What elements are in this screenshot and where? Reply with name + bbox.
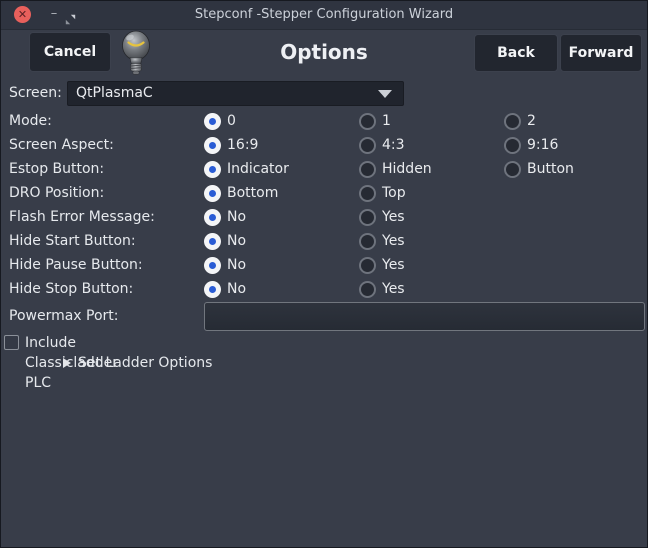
radio-selected-icon[interactable] bbox=[204, 280, 221, 298]
radio-selected-icon[interactable] bbox=[204, 160, 221, 178]
ladder-options-label: Set Ladder Options bbox=[78, 355, 213, 371]
radio-row-label: DRO Position: bbox=[9, 185, 105, 201]
radio-option-label: 2 bbox=[527, 113, 536, 129]
radio-option[interactable]: Top bbox=[359, 181, 406, 205]
radio-row: DRO Position: Bottom Top bbox=[1, 181, 647, 205]
radio-option-label: No bbox=[227, 233, 247, 249]
powermax-port-label: Powermax Port: bbox=[9, 308, 119, 324]
radio-row-label: Screen Aspect: bbox=[9, 137, 114, 153]
radio-selected-icon[interactable] bbox=[204, 232, 221, 250]
radio-selected-icon[interactable] bbox=[204, 256, 221, 274]
radio-row: Hide Start Button: No Yes bbox=[1, 229, 647, 253]
radio-option-label: No bbox=[227, 281, 247, 297]
chevron-down-icon bbox=[378, 90, 392, 98]
radio-unselected-icon[interactable] bbox=[359, 160, 376, 178]
radio-option[interactable]: 0 bbox=[204, 109, 236, 133]
maximize-button[interactable] bbox=[65, 10, 76, 25]
radio-option-label: Button bbox=[527, 161, 574, 177]
ladder-options-expander[interactable]: Set Ladder Options bbox=[63, 353, 212, 373]
radio-option[interactable]: Yes bbox=[359, 277, 405, 301]
radio-row-label: Hide Start Button: bbox=[9, 233, 136, 249]
expander-triangle-icon bbox=[63, 358, 71, 368]
radio-unselected-icon[interactable] bbox=[359, 184, 376, 202]
radio-option[interactable]: Hidden bbox=[359, 157, 432, 181]
radio-option[interactable]: Yes bbox=[359, 205, 405, 229]
radio-option-label: 4:3 bbox=[382, 137, 405, 153]
radio-option-label: No bbox=[227, 209, 247, 225]
radio-unselected-icon[interactable] bbox=[359, 112, 376, 130]
radio-option-label: Yes bbox=[382, 233, 405, 249]
radio-selected-icon[interactable] bbox=[204, 136, 221, 154]
radio-option[interactable]: Button bbox=[504, 157, 574, 181]
radio-row: Estop Button: Indicator Hidden Button bbox=[1, 157, 647, 181]
radio-unselected-icon[interactable] bbox=[359, 136, 376, 154]
radio-option[interactable]: Bottom bbox=[204, 181, 278, 205]
radio-row: Screen Aspect: 16:9 4:3 9:16 bbox=[1, 133, 647, 157]
radio-unselected-icon[interactable] bbox=[359, 208, 376, 226]
radio-option[interactable]: 2 bbox=[504, 109, 536, 133]
radio-option[interactable]: Yes bbox=[359, 253, 405, 277]
radio-unselected-icon[interactable] bbox=[504, 136, 521, 154]
radio-unselected-icon[interactable] bbox=[359, 232, 376, 250]
radio-option-label: 16:9 bbox=[227, 137, 259, 153]
radio-option-label: Yes bbox=[382, 257, 405, 273]
forward-button[interactable]: Forward bbox=[560, 34, 642, 72]
close-button[interactable]: ✕ bbox=[14, 6, 31, 23]
radio-option-label: No bbox=[227, 257, 247, 273]
radio-option-label: 9:16 bbox=[527, 137, 559, 153]
radio-unselected-icon[interactable] bbox=[359, 280, 376, 298]
radio-option[interactable]: 9:16 bbox=[504, 133, 558, 157]
titlebar[interactable]: ✕ – Stepconf -Stepper Configuration Wiza… bbox=[1, 1, 647, 30]
radio-option[interactable]: No bbox=[204, 253, 246, 277]
radio-option-label: Yes bbox=[382, 281, 405, 297]
screen-combobox-value: QtPlasmaC bbox=[76, 85, 153, 101]
radio-option-label: Indicator bbox=[227, 161, 289, 177]
radio-row: Mode: 0 1 2 bbox=[1, 109, 647, 133]
radio-row-label: Estop Button: bbox=[9, 161, 105, 177]
screen-label: Screen: bbox=[9, 85, 62, 101]
radio-option[interactable]: 4:3 bbox=[359, 133, 405, 157]
classicladder-checkbox[interactable] bbox=[4, 335, 19, 350]
radio-option[interactable]: Yes bbox=[359, 229, 405, 253]
radio-row: Flash Error Message: No Yes bbox=[1, 205, 647, 229]
radio-option[interactable]: 16:9 bbox=[204, 133, 258, 157]
radio-option[interactable]: No bbox=[204, 277, 246, 301]
radio-option[interactable]: Indicator bbox=[204, 157, 289, 181]
radio-option-label: Top bbox=[382, 185, 406, 201]
screen-combobox[interactable]: QtPlasmaC bbox=[67, 81, 404, 106]
radio-option[interactable]: No bbox=[204, 205, 246, 229]
radio-unselected-icon[interactable] bbox=[504, 112, 521, 130]
window-title: Stepconf -Stepper Configuration Wizard bbox=[194, 7, 454, 22]
radio-unselected-icon[interactable] bbox=[504, 160, 521, 178]
back-button[interactable]: Back bbox=[474, 34, 558, 72]
radio-row: Hide Pause Button: No Yes bbox=[1, 253, 647, 277]
radio-selected-icon[interactable] bbox=[204, 112, 221, 130]
radio-option-label: Hidden bbox=[382, 161, 432, 177]
radio-option-label: 0 bbox=[227, 113, 236, 129]
classicladder-label: Include Classicladder PLC bbox=[25, 335, 119, 391]
radio-selected-icon[interactable] bbox=[204, 208, 221, 226]
powermax-port-input[interactable] bbox=[204, 302, 645, 331]
radio-row-label: Flash Error Message: bbox=[9, 209, 155, 225]
radio-option[interactable]: No bbox=[204, 229, 246, 253]
minimize-button[interactable]: – bbox=[50, 6, 58, 21]
radio-row-label: Mode: bbox=[9, 113, 52, 129]
radio-row: Hide Stop Button: No Yes bbox=[1, 277, 647, 301]
radio-unselected-icon[interactable] bbox=[359, 256, 376, 274]
radio-option-label: Bottom bbox=[227, 185, 279, 201]
radio-option[interactable]: 1 bbox=[359, 109, 391, 133]
radio-selected-icon[interactable] bbox=[204, 184, 221, 202]
lightbulb-icon bbox=[118, 30, 154, 80]
radio-row-label: Hide Pause Button: bbox=[9, 257, 143, 273]
cancel-button[interactable]: Cancel bbox=[29, 32, 111, 72]
radio-row-label: Hide Stop Button: bbox=[9, 281, 134, 297]
radio-option-label: 1 bbox=[382, 113, 391, 129]
radio-option-label: Yes bbox=[382, 209, 405, 225]
maximize-icon bbox=[65, 14, 76, 25]
